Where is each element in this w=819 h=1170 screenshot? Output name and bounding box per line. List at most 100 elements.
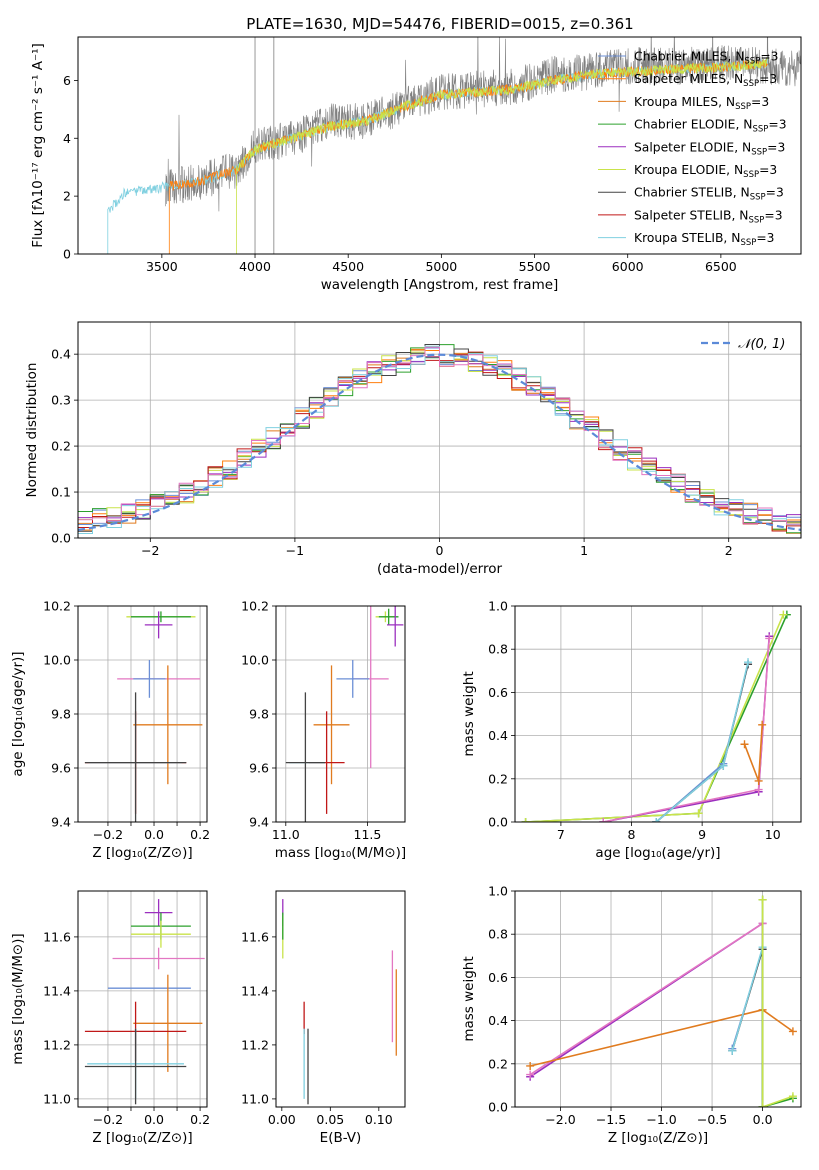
y-axis-label: Flux [fλ10⁻¹⁷ erg cm⁻² s⁻¹ A⁻¹] <box>30 43 46 248</box>
plot-area <box>107 37 801 254</box>
y-tick-label: 11.4 <box>241 983 269 998</box>
weight-marker <box>758 1103 767 1107</box>
y-tick-label: 9.4 <box>51 815 71 830</box>
x-axis-label: E(B-V) <box>320 1130 362 1146</box>
plot-area <box>276 606 405 822</box>
weight-line <box>529 921 764 1107</box>
weight-line <box>761 899 794 1107</box>
legend-label: Salpeter STELIB, NSSP=3 <box>634 208 783 225</box>
panel-mass-vs-EBV: 0.00 0.05 0.10 11.0 11.2 11.4 11.6 E(B-V) <box>241 890 406 1146</box>
y-tick-label: 11.0 <box>43 1091 71 1106</box>
legend-label: Chabrier MILES, NSSP=3 <box>634 50 778 67</box>
legend-label: Chabrier STELIB, NSSP=3 <box>634 186 784 203</box>
weight-marker <box>521 818 530 822</box>
model-spectrum <box>236 57 768 254</box>
x-axis-label: Z [log₁₀(Z/Z⊙)] <box>92 1130 192 1146</box>
plot-area <box>78 891 207 1107</box>
y-tick-label: 0.2 <box>488 1056 508 1071</box>
y-axis-label: age [log₁₀(age/yr)] <box>10 651 26 776</box>
x-tick-label: 5000 <box>425 259 457 274</box>
x-tick-label: 0 <box>436 543 444 558</box>
plot-area <box>78 606 207 822</box>
x-tick-label: 0.2 <box>190 1112 210 1127</box>
x-tick-label: 6500 <box>705 259 737 274</box>
plot-area <box>282 899 397 1105</box>
data-point <box>285 692 325 822</box>
x-tick-label: −2.0 <box>545 1112 575 1127</box>
x-tick-label: −1.5 <box>596 1112 626 1127</box>
x-tick-label: 0.10 <box>365 1112 393 1127</box>
axes-frame <box>275 605 406 823</box>
data-point <box>84 1028 187 1105</box>
panel-spectrum: 3500 4000 4500 5000 5500 6000 6500 0 2 4 6 waveleng… <box>30 36 802 293</box>
legend: 𝒩(0, 1) <box>701 337 785 352</box>
weight-marker <box>788 1027 797 1036</box>
weight-marker <box>754 776 763 785</box>
residual-histogram <box>78 346 801 525</box>
weight-line <box>525 614 785 822</box>
y-axis-label: mass weight <box>461 956 477 1041</box>
y-tick-label: 0.6 <box>488 970 508 985</box>
data-point <box>133 660 166 698</box>
legend-label: Kroupa STELIB, NSSP=3 <box>634 231 775 248</box>
weight-line <box>731 949 764 1107</box>
panel-massweight-vs-Z: −2.0 −1.5 −1.0 −0.5 0.0 0.0 0.2 0.4 0.6 0.8 1.0 Z [… <box>461 884 802 1146</box>
y-tick-label: 0.8 <box>488 927 508 942</box>
data-point <box>130 920 191 948</box>
x-tick-label: −0.2 <box>93 1112 123 1127</box>
y-tick-label: 10.2 <box>43 599 71 614</box>
panel-age-vs-Z: −0.2 0.0 0.2 9.4 9.6 9.8 10.0 10.2 Z [log₁₀(Z/Z⊙… <box>10 599 210 862</box>
axes-frame <box>77 890 208 1108</box>
x-tick-label: −2 <box>141 543 159 558</box>
y-tick-label: 11.4 <box>43 983 71 998</box>
y-tick-label: 10.0 <box>43 653 71 668</box>
legend-label: Kroupa ELODIE, NSSP=3 <box>634 163 777 180</box>
x-tick-label: −0.5 <box>697 1112 727 1127</box>
x-axis-label: wavelength [Angstrom, rest frame] <box>321 277 559 293</box>
weight-marker <box>754 785 763 794</box>
x-tick-label: 9 <box>698 827 706 842</box>
data-point <box>133 665 203 785</box>
weight-marker <box>740 740 749 749</box>
y-tick-label: 11.2 <box>241 1037 269 1052</box>
x-tick-label: 0.0 <box>753 1112 773 1127</box>
weight-line <box>525 614 788 822</box>
x-tick-label: −1.0 <box>646 1112 676 1127</box>
y-tick-label: 11.6 <box>43 929 71 944</box>
y-tick-label: 9.6 <box>51 761 71 776</box>
y-tick-label: 10.0 <box>241 653 269 668</box>
y-tick-label: 10.2 <box>241 599 269 614</box>
y-tick-label: 0.4 <box>488 728 508 743</box>
y-tick-label: 0.1 <box>51 485 71 500</box>
weight-marker <box>719 761 728 770</box>
y-tick-label: 0.0 <box>488 815 508 830</box>
weight-marker <box>526 1070 535 1079</box>
weight-marker <box>765 634 774 643</box>
y-tick-label: 0.4 <box>51 347 71 362</box>
x-tick-label: 3500 <box>146 259 178 274</box>
plot-area <box>515 891 801 1107</box>
y-tick-label: 11.0 <box>241 1091 269 1106</box>
x-tick-label: 11.5 <box>354 827 382 842</box>
y-tick-label: 9.6 <box>249 761 269 776</box>
axes-frame <box>77 321 802 539</box>
y-axis-label: Normed distribution <box>24 363 40 498</box>
x-tick-label: −1 <box>286 543 304 558</box>
weight-marker <box>758 895 767 904</box>
y-tick-label: 0 <box>63 247 71 262</box>
y-tick-label: 11.6 <box>241 929 269 944</box>
data-point <box>112 947 205 970</box>
panel-massweight-vs-age: 7 8 9 10 0.0 0.2 0.4 0.6 0.8 1.0 age [log₁₀(age/yr… <box>461 599 802 861</box>
data-point <box>313 665 350 785</box>
weight-marker <box>526 1061 535 1070</box>
x-axis-label: Z [log₁₀(Z/Z⊙)] <box>92 845 192 861</box>
x-tick-label: 8 <box>628 827 636 842</box>
legend-label: 𝒩(0, 1) <box>738 337 785 352</box>
y-tick-label: 1.0 <box>488 884 508 899</box>
x-tick-label: 1 <box>580 543 588 558</box>
weight-line <box>743 724 763 782</box>
x-tick-label: 6000 <box>612 259 644 274</box>
x-axis-label: (data-model)/error <box>377 561 503 577</box>
data-point <box>387 606 404 647</box>
